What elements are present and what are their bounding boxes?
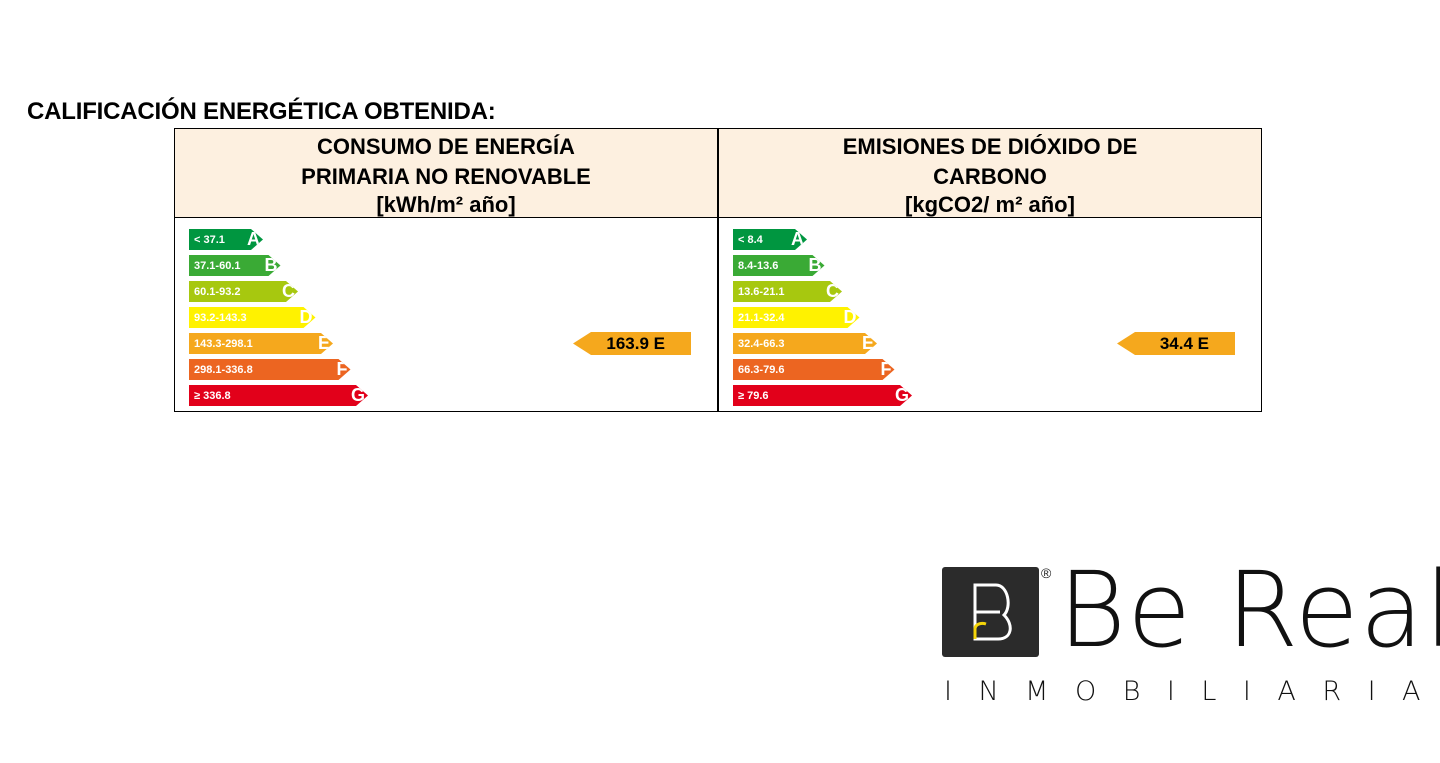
registered-mark: ® [1041, 565, 1052, 581]
rating-scale: < 37.1 A 37.1-60.1 B 60.1-93.2 C 93.2-143.3 D 14… [174, 217, 521, 412]
rating-range: 21.1-32.4 [738, 311, 785, 324]
heading-line-1: EMISIONES DE DIÓXIDO DE [842, 134, 1138, 159]
rating-range: 13.6-21.1 [738, 285, 785, 298]
rating-letter: C [282, 281, 295, 301]
heading-line-2: CARBONO [933, 164, 1047, 189]
result-indicator: 163.9 E [573, 332, 691, 355]
rating-bar-g: ≥ 336.8 G [189, 385, 368, 406]
logo-subtitle: INMOBILIARIAS [944, 676, 1440, 707]
rating-bar-b: 37.1-60.1 B [189, 255, 281, 276]
logo-name: Be Real [1058, 549, 1440, 671]
rating-letter: D [843, 307, 857, 327]
rating-bar-f: 66.3-79.6 F [733, 359, 895, 380]
rating-letter: G [894, 385, 909, 405]
heading-line-1: CONSUMO DE ENERGÍA [317, 134, 575, 159]
rating-range: 93.2-143.3 [194, 311, 247, 324]
rating-bar-c: 13.6-21.1 C [733, 281, 842, 302]
rating-range: < 37.1 [194, 233, 225, 246]
rating-bar-e: 32.4-66.3 E [733, 333, 877, 354]
logo-mark [942, 567, 1039, 657]
rating-letter: E [317, 333, 330, 353]
b-letter-icon [973, 583, 1012, 641]
rating-range: 143.3-298.1 [194, 337, 253, 350]
rating-bar-c: 60.1-93.2 C [189, 281, 298, 302]
rating-letter: G [350, 385, 365, 405]
rating-range: 8.4-13.6 [738, 259, 779, 272]
heading-unit: [kWh/m² año] [376, 192, 516, 217]
rating-letter: F [880, 359, 892, 379]
energy-consumption-panel: CONSUMO DE ENERGÍA PRIMARIA NO RENOVABLE… [174, 128, 718, 412]
rating-bar-e: 143.3-298.1 E [189, 333, 333, 354]
result-cell: 163.9 E [520, 217, 718, 412]
rating-range: 66.3-79.6 [738, 363, 785, 376]
rating-range: 32.4-66.3 [738, 337, 785, 350]
rating-letter: B [264, 255, 278, 275]
heading-unit: [kgCO2/ m² año] [905, 192, 1075, 217]
rating-bar-b: 8.4-13.6 B [733, 255, 825, 276]
rating-bar-d: 21.1-32.4 D [733, 307, 860, 328]
rating-letter: A [791, 229, 804, 249]
rating-bar-d: 93.2-143.3 D [189, 307, 316, 328]
heading-line-2: PRIMARIA NO RENOVABLE [301, 164, 591, 189]
panel-heading: CONSUMO DE ENERGÍA PRIMARIA NO RENOVABLE… [174, 128, 718, 217]
result-indicator: 34.4 E [1117, 332, 1235, 355]
rating-letter: E [861, 333, 874, 353]
co2-emissions-panel: EMISIONES DE DIÓXIDO DE CARBONO [kgCO2/ … [718, 128, 1262, 412]
rating-bar-f: 298.1-336.8 F [189, 359, 351, 380]
rating-range: ≥ 336.8 [194, 389, 231, 402]
rating-range: < 8.4 [738, 233, 763, 246]
rating-bar-a: < 37.1 A [189, 229, 263, 250]
rating-letter: B [808, 255, 822, 275]
rating-range: 60.1-93.2 [194, 285, 241, 298]
rating-scale: < 8.4 A 8.4-13.6 B 13.6-21.1 C 21.1-32.4 D 32.4-… [718, 217, 1065, 412]
rating-range: 298.1-336.8 [194, 363, 253, 376]
rating-bar-g: ≥ 79.6 G [733, 385, 912, 406]
rating-bar-a: < 8.4 A [733, 229, 807, 250]
panel-heading: EMISIONES DE DIÓXIDO DE CARBONO [kgCO2/ … [718, 128, 1262, 217]
rating-letter: A [247, 229, 260, 249]
rating-range: 37.1-60.1 [194, 259, 241, 272]
rating-letter: C [826, 281, 839, 301]
rating-letter: D [299, 307, 313, 327]
page-title: CALIFICACIÓN ENERGÉTICA OBTENIDA: [27, 98, 496, 125]
rating-letter: F [336, 359, 348, 379]
result-cell: 34.4 E [1064, 217, 1262, 412]
rating-range: ≥ 79.6 [738, 389, 769, 402]
